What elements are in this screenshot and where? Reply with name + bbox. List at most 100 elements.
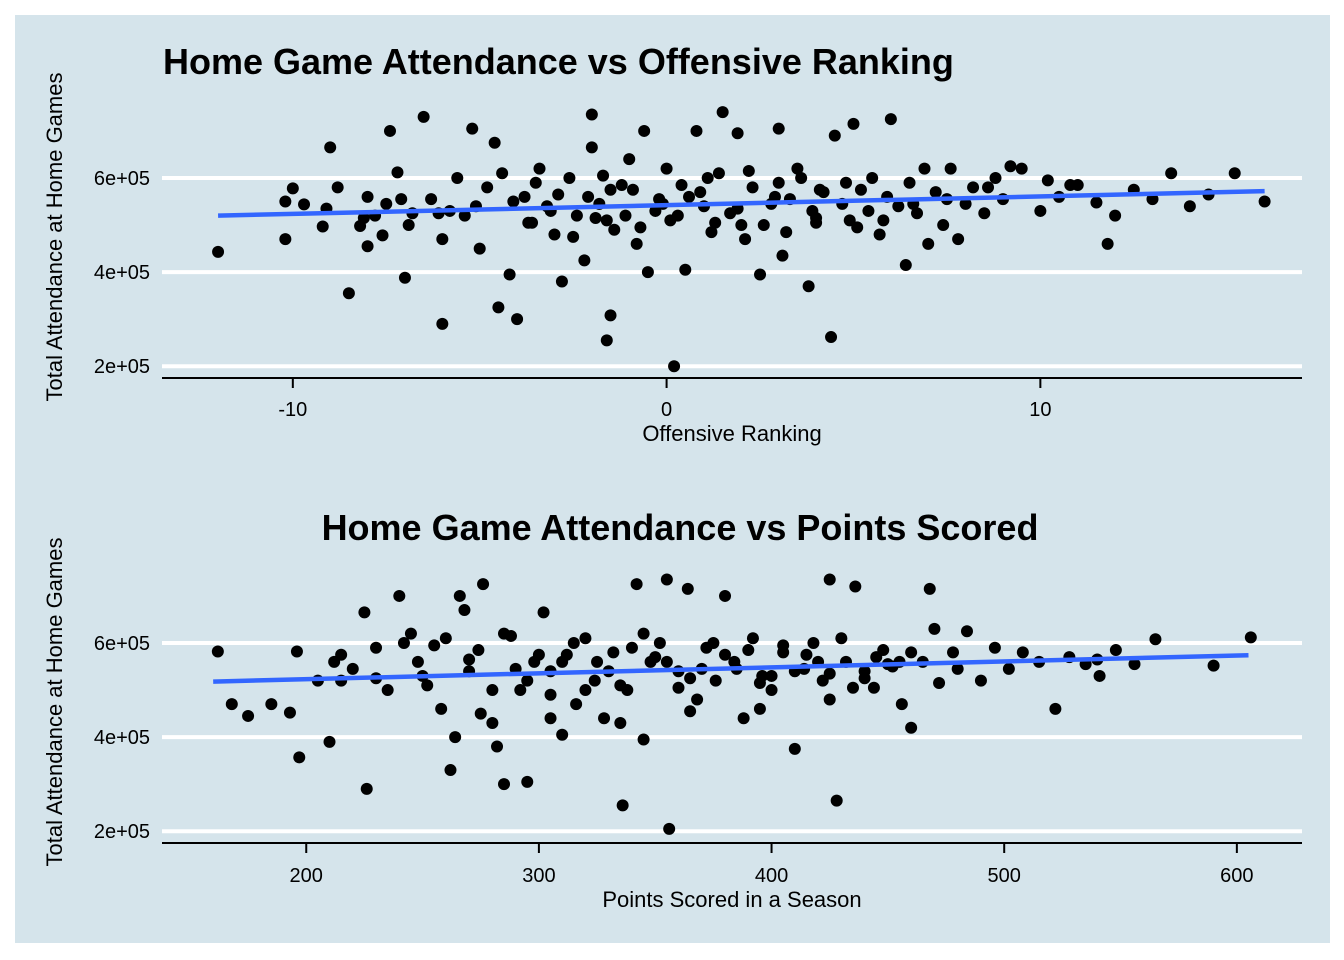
data-point — [425, 193, 438, 206]
data-point — [346, 662, 359, 675]
data-point — [982, 181, 995, 194]
data-point — [582, 190, 595, 203]
y-tick-label: 2e+05 — [94, 356, 150, 378]
data-point — [316, 220, 329, 233]
data-point — [585, 108, 598, 121]
data-point — [357, 212, 370, 224]
data-point — [342, 287, 355, 300]
x-tick-label: 500 — [988, 865, 1021, 887]
data-point — [739, 233, 752, 246]
data-point — [1207, 659, 1220, 672]
data-point — [825, 331, 838, 344]
data-point — [668, 360, 681, 373]
data-point — [737, 712, 750, 725]
data-point — [600, 334, 613, 347]
data-point — [376, 229, 389, 242]
axis-ticks: 2e+05 4e+05 6e+05 200 300 400 500 600 — [94, 633, 1254, 887]
data-point — [899, 259, 912, 272]
data-point — [691, 693, 704, 706]
data-point — [290, 645, 303, 658]
data-point — [843, 214, 856, 227]
data-point — [212, 245, 225, 258]
data-point — [768, 190, 781, 203]
data-point — [360, 782, 373, 795]
data-point — [830, 794, 843, 807]
data-point — [806, 204, 819, 217]
data-point — [604, 309, 617, 322]
data-point — [211, 645, 224, 658]
data-point — [813, 183, 826, 196]
data-point — [937, 219, 950, 232]
data-point — [776, 249, 789, 262]
data-point — [795, 172, 808, 184]
data-point — [488, 136, 501, 149]
data-point — [570, 698, 583, 711]
x-tick-label: -10 — [278, 399, 307, 421]
trend-line — [213, 652, 1249, 684]
data-point — [777, 639, 790, 652]
data-point — [428, 639, 441, 652]
y-axis-label: Total Attendance at Home Games — [42, 73, 67, 402]
data-point — [616, 799, 629, 812]
x-tick-label: 600 — [1220, 865, 1253, 887]
data-point — [380, 197, 393, 210]
data-point — [1109, 644, 1122, 657]
data-point — [835, 632, 848, 645]
data-point — [630, 237, 643, 250]
data-point — [417, 110, 430, 123]
data-point — [600, 214, 613, 227]
data-point — [521, 674, 534, 687]
data-point — [951, 662, 964, 675]
data-point — [847, 117, 860, 130]
data-point — [701, 172, 714, 184]
data-point — [1149, 633, 1162, 646]
data-point — [922, 237, 935, 250]
data-point — [802, 280, 815, 293]
axis-ticks: 2e+05 4e+05 6e+05 -10 0 10 — [94, 168, 1052, 421]
data-point — [788, 742, 801, 755]
data-point — [477, 578, 490, 591]
data-point — [623, 153, 636, 166]
data-point — [397, 637, 410, 649]
data-point — [742, 164, 755, 177]
data-point — [634, 221, 647, 234]
data-point — [974, 674, 987, 687]
data-point — [331, 181, 344, 194]
data-point — [690, 124, 703, 137]
data-point — [663, 822, 676, 835]
data-point — [398, 271, 411, 284]
data-point — [765, 669, 778, 682]
data-point — [944, 162, 957, 175]
x-axis-label: Offensive Ranking — [642, 421, 821, 446]
data-point — [873, 228, 886, 241]
data-point — [823, 573, 836, 586]
data-point — [458, 209, 471, 222]
data-point — [370, 641, 383, 654]
data-point — [753, 702, 766, 715]
data-point — [361, 240, 374, 253]
data-point — [597, 169, 610, 182]
data-point — [395, 193, 408, 206]
data-point — [709, 674, 722, 687]
trend-line — [218, 188, 1265, 218]
data-point — [532, 648, 545, 661]
data-point — [694, 186, 707, 199]
data-point — [1228, 167, 1241, 180]
data-point — [563, 172, 576, 184]
data-point — [660, 162, 673, 175]
chart-points-scored: Home Game Attendance vs Points Scored To… — [42, 507, 1302, 912]
data-point — [1064, 179, 1077, 192]
data-point — [866, 172, 879, 184]
data-point — [649, 651, 662, 664]
data-point — [492, 301, 505, 314]
data-point — [928, 622, 941, 635]
x-tick-label: 0 — [661, 399, 672, 421]
data-point — [780, 226, 793, 239]
data-point — [619, 209, 632, 222]
y-tick-label: 4e+05 — [94, 262, 150, 284]
chart-offensive-ranking: Home Game Attendance vs Offensive Rankin… — [42, 41, 1302, 446]
data-point — [585, 141, 598, 154]
data-point — [556, 655, 569, 668]
data-point — [877, 214, 890, 227]
data-point — [491, 740, 504, 753]
